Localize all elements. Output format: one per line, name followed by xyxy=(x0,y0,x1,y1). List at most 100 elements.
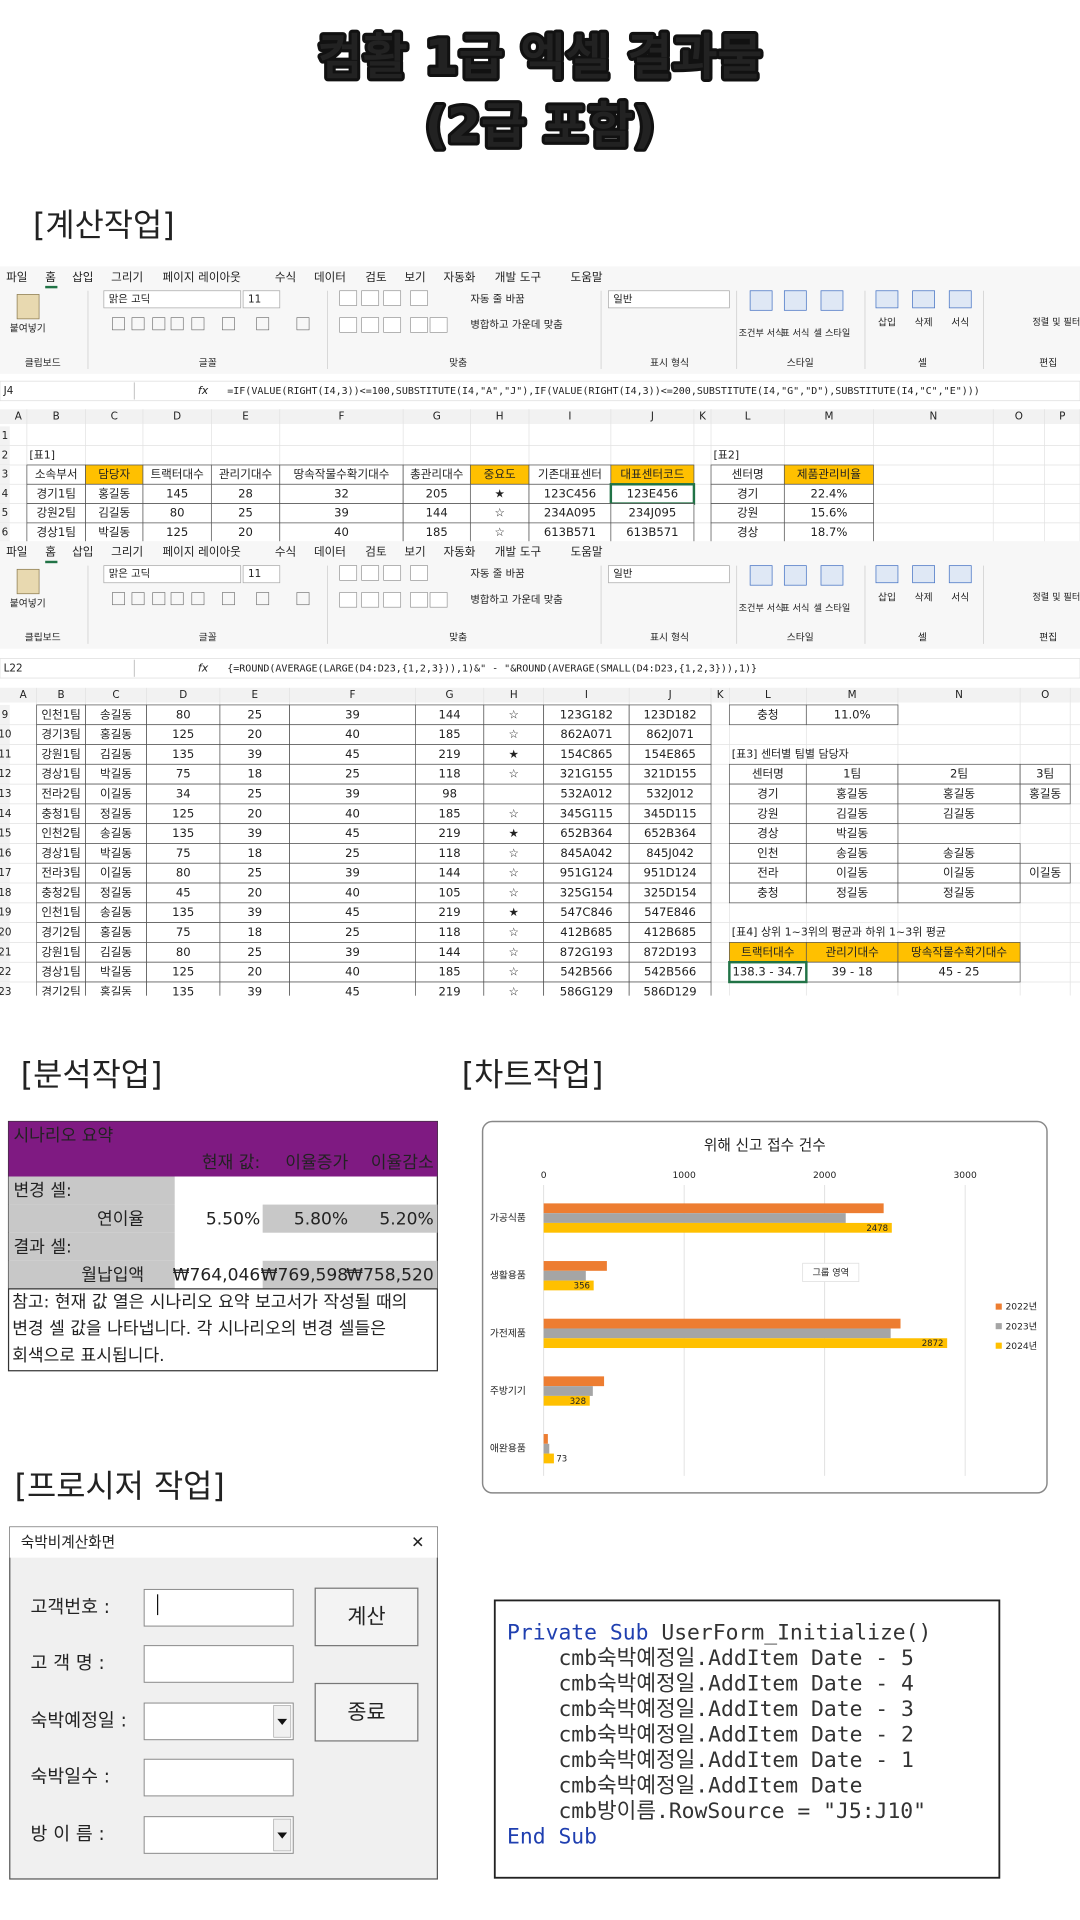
ribbon-button[interactable]: 삭제 xyxy=(915,317,933,329)
align-button[interactable] xyxy=(429,317,448,333)
ribbon-tab[interactable]: 홈 xyxy=(45,270,56,284)
ribbon-button[interactable]: 조건부 서식 xyxy=(739,328,784,339)
align-button[interactable] xyxy=(339,565,358,581)
format-button[interactable] xyxy=(112,592,125,606)
ribbon-tab[interactable]: 자동화 xyxy=(443,270,475,284)
ribbon-tab[interactable]: 파일 xyxy=(6,545,27,559)
ribbon-button[interactable]: 자동 줄 바꿈 xyxy=(470,568,525,580)
name-box[interactable]: J4 xyxy=(3,385,14,397)
cell[interactable] xyxy=(1019,862,1071,884)
ribbon-tab[interactable]: 페이지 레이아웃 xyxy=(162,270,241,284)
align-button[interactable] xyxy=(339,592,358,608)
cell[interactable] xyxy=(1019,783,1071,805)
size-box[interactable] xyxy=(242,290,281,309)
ribbon-button[interactable]: 병합하고 가운데 맞춤 xyxy=(470,318,563,331)
ribbon-button[interactable]: 자동 줄 바꿈 xyxy=(470,293,525,305)
ribbon-button[interactable]: 붙여넣기 xyxy=(10,323,46,335)
cell[interactable] xyxy=(897,803,1021,825)
format-button[interactable] xyxy=(131,317,145,331)
ribbon-tab[interactable]: 수식 xyxy=(275,270,296,284)
ribbon-tab[interactable]: 그리기 xyxy=(111,270,143,284)
align-button[interactable] xyxy=(410,290,428,306)
font-box[interactable] xyxy=(103,565,242,584)
ribbon-tab[interactable]: 데이터 xyxy=(314,545,346,559)
align-button[interactable] xyxy=(410,317,428,333)
format-button[interactable] xyxy=(131,592,145,606)
style-icon[interactable] xyxy=(783,565,807,586)
align-button[interactable] xyxy=(383,290,402,306)
align-button[interactable] xyxy=(383,592,402,608)
format-button[interactable] xyxy=(152,317,166,331)
cell[interactable] xyxy=(897,961,1021,983)
ribbon-button[interactable]: 셀 스타일 xyxy=(814,603,851,614)
format-button[interactable] xyxy=(191,317,205,331)
ribbon-button[interactable]: 표 서식 xyxy=(781,603,809,614)
align-button[interactable] xyxy=(361,290,380,306)
style-icon[interactable] xyxy=(783,290,807,311)
format-button[interactable] xyxy=(296,592,310,606)
align-button[interactable] xyxy=(339,290,358,306)
cell-icon[interactable] xyxy=(912,290,935,309)
ribbon-tab[interactable]: 보기 xyxy=(404,545,425,559)
format-button[interactable] xyxy=(222,317,235,331)
cell-icon[interactable] xyxy=(912,565,935,584)
ribbon-tab[interactable]: 보기 xyxy=(404,270,425,284)
ribbon-tab[interactable]: 도움말 xyxy=(571,270,603,284)
format-button[interactable] xyxy=(191,592,205,606)
cell-icon[interactable] xyxy=(948,290,972,309)
align-button[interactable] xyxy=(339,317,358,333)
name-box[interactable]: L22 xyxy=(4,662,23,674)
formula[interactable]: =IF(VALUE(RIGHT(I4,3))<=100,SUBSTITUTE(I… xyxy=(227,386,980,397)
ribbon-button[interactable]: 붙여넣기 xyxy=(10,598,46,610)
format-button[interactable] xyxy=(170,592,184,606)
ribbon-button[interactable]: 삽입 xyxy=(878,590,896,603)
format-button[interactable] xyxy=(256,592,270,606)
paste-icon[interactable] xyxy=(16,568,40,595)
style-icon[interactable] xyxy=(820,565,844,586)
cell-icon[interactable] xyxy=(875,565,899,584)
align-button[interactable] xyxy=(410,592,428,608)
format-button[interactable] xyxy=(112,317,125,331)
form-close[interactable]: ✕ xyxy=(411,1533,424,1552)
align-button[interactable] xyxy=(383,565,402,581)
style-icon[interactable] xyxy=(749,290,773,311)
align-button[interactable] xyxy=(429,592,448,608)
ribbon-button[interactable]: 삭제 xyxy=(915,591,933,603)
style-icon[interactable] xyxy=(749,565,773,586)
ribbon-button[interactable]: 정렬 및 필터 xyxy=(1032,591,1080,603)
text-box[interactable] xyxy=(143,1758,294,1797)
ribbon-button[interactable]: 병합하고 가운데 맞춤 xyxy=(470,593,563,606)
ribbon-tab[interactable]: 자동화 xyxy=(443,545,475,559)
cell-icon[interactable] xyxy=(875,290,899,309)
cell[interactable] xyxy=(628,981,712,1002)
ribbon-tab[interactable]: 검토 xyxy=(365,270,387,284)
align-button[interactable] xyxy=(361,565,380,581)
ribbon-button[interactable]: 조건부 서식 xyxy=(739,603,784,614)
number-format-box[interactable] xyxy=(608,565,730,584)
ribbon-button[interactable]: 서식 xyxy=(951,591,969,603)
ribbon-tab[interactable]: 삽입 xyxy=(72,270,93,284)
text-box[interactable] xyxy=(143,1588,294,1627)
cell[interactable] xyxy=(897,882,1021,904)
align-button[interactable] xyxy=(410,565,428,581)
format-button[interactable] xyxy=(222,592,235,606)
ribbon-tab[interactable]: 검토 xyxy=(365,545,387,559)
paste-icon[interactable] xyxy=(16,294,40,320)
ribbon-tab[interactable]: 삽입 xyxy=(72,545,93,559)
combo-box[interactable] xyxy=(143,1702,294,1741)
style-icon[interactable] xyxy=(820,290,844,311)
form-button[interactable] xyxy=(314,1682,419,1742)
ribbon-button[interactable]: 정렬 및 필터 xyxy=(1032,316,1080,328)
format-button[interactable] xyxy=(256,317,270,331)
ribbon-button[interactable]: 셀 스타일 xyxy=(814,328,851,339)
font-box[interactable] xyxy=(103,290,242,309)
format-button[interactable] xyxy=(152,592,166,606)
ribbon-button[interactable]: 표 서식 xyxy=(781,328,809,339)
form-button[interactable] xyxy=(314,1587,419,1647)
number-format-box[interactable] xyxy=(608,290,730,309)
ribbon-tab[interactable]: 개발 도구 xyxy=(495,545,542,559)
text-box[interactable] xyxy=(143,1645,294,1683)
cell[interactable] xyxy=(805,704,899,726)
ribbon-tab[interactable]: 수식 xyxy=(275,545,296,559)
ribbon-button[interactable]: 서식 xyxy=(951,317,969,329)
